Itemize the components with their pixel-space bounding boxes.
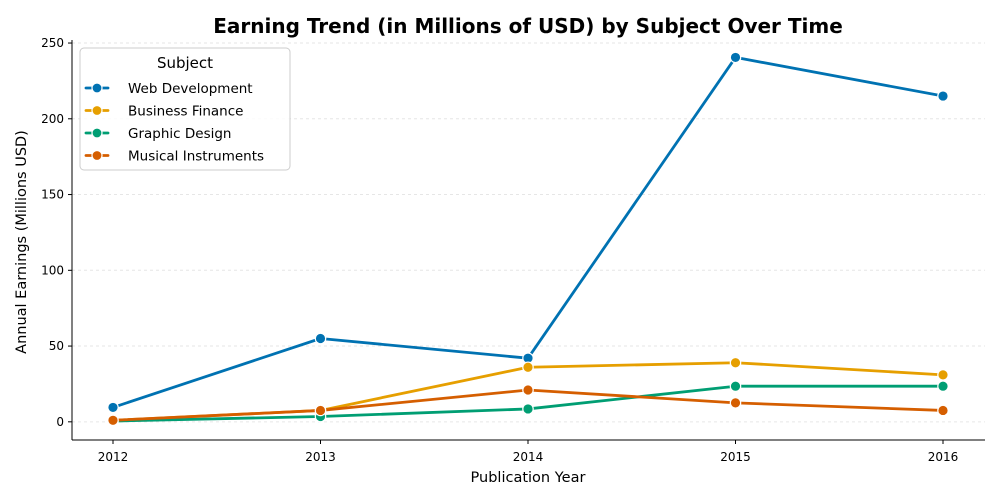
gridlines bbox=[72, 42, 985, 423]
series-musical-instruments bbox=[107, 384, 949, 427]
legend-swatch-marker bbox=[91, 127, 103, 139]
x-tick-label: 2013 bbox=[305, 450, 336, 464]
data-point bbox=[522, 361, 534, 374]
data-point bbox=[522, 384, 534, 396]
y-tick-label: 150 bbox=[41, 188, 64, 202]
y-tick-label: 100 bbox=[41, 263, 64, 277]
legend-item: Musical Instruments bbox=[84, 149, 264, 165]
x-tick-label: 2012 bbox=[98, 450, 129, 464]
legend-label: Business Finance bbox=[128, 104, 243, 120]
x-tick-label: 2015 bbox=[720, 450, 751, 464]
data-point bbox=[937, 90, 949, 102]
legend-item: Business Finance bbox=[84, 104, 243, 120]
legend-swatch-marker bbox=[91, 104, 103, 117]
legend-label: Web Development bbox=[128, 81, 253, 97]
data-point bbox=[729, 356, 742, 369]
y-tick-label: 250 bbox=[41, 36, 64, 50]
data-point bbox=[937, 380, 949, 393]
data-point bbox=[729, 397, 742, 409]
series bbox=[107, 51, 949, 427]
data-point bbox=[937, 369, 949, 381]
data-point bbox=[107, 401, 119, 414]
y-tick-label: 50 bbox=[49, 339, 64, 353]
x-axis-title: Publication Year bbox=[471, 470, 586, 486]
y-ticks: 0 50 100 150 200 250 bbox=[41, 36, 72, 429]
data-point bbox=[314, 404, 327, 417]
data-point bbox=[729, 51, 742, 64]
legend-label: Musical Instruments bbox=[128, 149, 264, 165]
data-point bbox=[937, 404, 949, 417]
legend-item: Web Development bbox=[84, 81, 253, 97]
data-point bbox=[314, 332, 327, 345]
y-tick-label: 0 bbox=[56, 415, 64, 429]
legend-swatch-marker bbox=[91, 82, 103, 94]
x-ticks: 2012 2013 2014 2015 2016 bbox=[98, 440, 959, 464]
chart-title: Earning Trend (in Millions of USD) by Su… bbox=[213, 14, 843, 38]
data-point bbox=[107, 414, 119, 427]
data-point bbox=[522, 403, 534, 415]
data-point bbox=[729, 380, 742, 393]
y-tick-label: 200 bbox=[41, 112, 64, 126]
legend-items: Web Development Business Finance Graphic D… bbox=[84, 81, 264, 165]
legend-item: Graphic Design bbox=[84, 126, 232, 142]
legend-label: Graphic Design bbox=[128, 126, 232, 142]
series-web-development bbox=[107, 51, 949, 414]
x-tick-label: 2016 bbox=[928, 450, 959, 464]
legend-box bbox=[79, 47, 291, 171]
y-axis-title: Annual Earnings (Millions USD) bbox=[14, 130, 30, 354]
x-tick-label: 2014 bbox=[513, 450, 544, 464]
legend-title: Subject bbox=[157, 54, 213, 72]
legend: Subject Web Development Business Finance G… bbox=[79, 47, 291, 171]
legend-swatch-marker bbox=[91, 149, 103, 162]
